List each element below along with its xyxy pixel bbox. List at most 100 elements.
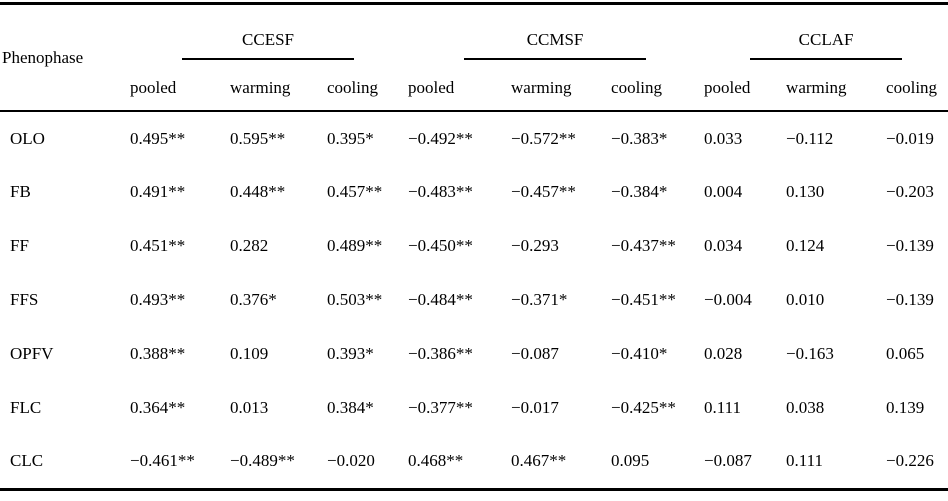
value-cell: −0.203 <box>886 182 934 201</box>
value-cell: 0.139 <box>886 398 925 417</box>
group-label-cclaf: CCLAF <box>798 30 854 49</box>
value-cell: −0.112 <box>786 128 834 148</box>
sub-header-row: pooled warming cooling pooled warming co… <box>0 65 948 112</box>
column-group-ccmsf: CCMSF <box>406 4 702 66</box>
subheader-cclaf-pooled: pooled <box>702 65 785 112</box>
value-cell: −0.004 <box>704 290 752 309</box>
value-cell: −0.087 <box>704 451 752 471</box>
value-cell: −0.572** <box>511 128 576 148</box>
phenophase-correlation-table: Phenophase CCESF CCMSF CCLAF <box>0 2 948 491</box>
value-cell: 0.033 <box>704 128 743 148</box>
value-cell: 0.004 <box>704 182 743 201</box>
table-row-opfv: OPFV 0.388** 0.109 0.393* −0.386** −0.08… <box>0 327 948 381</box>
value-cell: 0.495** <box>130 128 186 148</box>
row-label: FFS <box>10 290 39 309</box>
value-cell: −0.489** <box>230 451 295 471</box>
value-cell: −0.371* <box>511 290 568 309</box>
value-cell: 0.503** <box>327 290 383 309</box>
subheader-ccmsf-warming: warming <box>509 65 610 112</box>
column-group-ccesf: CCESF <box>128 4 406 66</box>
value-cell: 0.109 <box>230 344 269 363</box>
value-cell: −0.383* <box>611 128 668 148</box>
value-cell: 0.065 <box>886 344 925 363</box>
value-cell: 0.493** <box>130 290 186 309</box>
group-label-ccmsf: CCMSF <box>526 30 584 49</box>
value-cell: 0.451** <box>130 236 186 255</box>
value-cell: 0.034 <box>704 236 743 255</box>
value-cell: −0.087 <box>511 344 559 363</box>
value-cell: −0.139 <box>886 236 934 255</box>
value-cell: 0.364** <box>130 398 186 417</box>
value-cell: 0.491** <box>130 182 186 201</box>
value-cell: 0.595** <box>230 128 286 148</box>
group-wrap-ccmsf: CCMSF <box>408 5 702 65</box>
value-cell: −0.293 <box>511 236 559 255</box>
value-cell: 0.468** <box>408 451 464 471</box>
value-cell: −0.020 <box>327 451 375 471</box>
value-cell: −0.425** <box>611 398 676 417</box>
subheader-ccesf-cooling: cooling <box>325 65 407 112</box>
table-row-ffs: FFS 0.493** 0.376* 0.503** −0.484** −0.3… <box>0 273 948 327</box>
value-cell: 0.111 <box>786 451 824 471</box>
value-cell: −0.451** <box>611 290 676 309</box>
value-cell: 0.489** <box>327 236 383 255</box>
table-row-ff: FF 0.451** 0.282 0.489** −0.450** −0.293… <box>0 219 948 273</box>
value-cell: −0.457** <box>511 182 576 201</box>
group-wrap-cclaf: CCLAF <box>704 5 948 65</box>
table-body: OLO 0.495** 0.595** 0.395* −0.492** −0.5… <box>0 111 948 489</box>
group-underline-ccmsf <box>463 58 647 60</box>
value-cell: 0.130 <box>786 182 825 201</box>
value-cell: −0.226 <box>886 451 934 471</box>
value-cell: −0.450** <box>408 236 473 255</box>
value-cell: 0.282 <box>230 236 269 255</box>
column-header-phenophase: Phenophase <box>0 3 128 112</box>
row-label: FB <box>10 182 31 201</box>
row-label: OLO <box>10 128 45 148</box>
value-cell: −0.484** <box>408 290 473 309</box>
value-cell: −0.163 <box>786 344 834 363</box>
value-cell: 0.013 <box>230 398 269 417</box>
value-cell: 0.395* <box>327 128 374 148</box>
value-cell: 0.010 <box>786 290 825 309</box>
value-cell: −0.139 <box>886 290 934 309</box>
subheader-ccmsf-cooling: cooling <box>609 65 703 112</box>
group-header-row: Phenophase CCESF CCMSF CCLAF <box>0 3 948 112</box>
table-row-flc: FLC 0.364** 0.013 0.384* −0.377** −0.017… <box>0 381 948 435</box>
value-cell: 0.095 <box>611 451 650 471</box>
value-cell: 0.388** <box>130 344 186 363</box>
group-underline-ccesf <box>182 58 354 60</box>
row-label: CLC <box>10 451 44 471</box>
value-cell: 0.448** <box>230 182 286 201</box>
value-cell: −0.437** <box>611 236 676 255</box>
value-cell: 0.457** <box>327 182 383 201</box>
value-cell: 0.467** <box>511 451 567 471</box>
table-row-olo: OLO 0.495** 0.595** 0.395* −0.492** −0.5… <box>0 111 948 165</box>
value-cell: −0.483** <box>408 182 473 201</box>
value-cell: 0.376* <box>230 290 277 309</box>
value-cell: −0.019 <box>886 128 934 148</box>
value-cell: 0.124 <box>786 236 825 255</box>
value-cell: −0.410* <box>611 344 668 363</box>
table-header: Phenophase CCESF CCMSF CCLAF <box>0 3 948 112</box>
subheader-ccesf-pooled: pooled <box>128 65 228 112</box>
column-group-cclaf: CCLAF <box>702 4 948 66</box>
row-label: FF <box>10 236 29 255</box>
group-label-ccesf: CCESF <box>242 30 294 49</box>
value-cell: −0.492** <box>408 128 473 148</box>
value-cell: −0.384* <box>611 182 668 201</box>
table-row-fb: FB 0.491** 0.448** 0.457** −0.483** −0.4… <box>0 165 948 219</box>
value-cell: 0.038 <box>786 398 825 417</box>
value-cell: 0.028 <box>704 344 743 363</box>
value-cell: −0.386** <box>408 344 473 363</box>
subheader-cclaf-warming: warming <box>784 65 885 112</box>
group-wrap-ccesf: CCESF <box>130 5 406 65</box>
subheader-ccesf-warming: warming <box>228 65 325 112</box>
row-label: OPFV <box>10 344 54 363</box>
subheader-ccmsf-pooled: pooled <box>406 65 510 112</box>
table-row-clc: CLC −0.461** −0.489** −0.020 0.468** 0.4… <box>0 435 948 489</box>
row-label: FLC <box>10 398 42 417</box>
value-cell: 0.111 <box>704 398 742 417</box>
value-cell: −0.461** <box>130 451 195 471</box>
value-cell: −0.017 <box>511 398 559 417</box>
